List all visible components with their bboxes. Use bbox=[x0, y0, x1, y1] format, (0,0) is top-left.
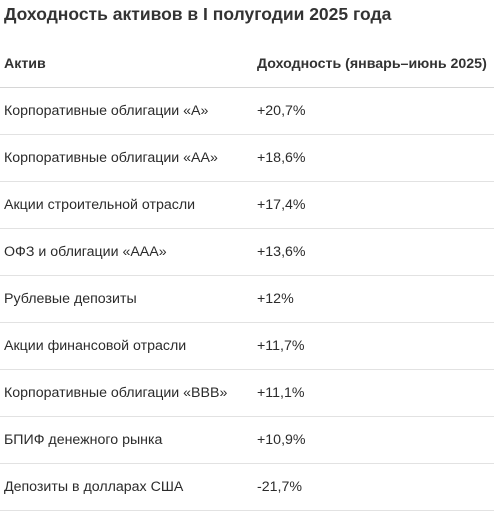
yield-cell: +10,9% bbox=[257, 432, 306, 448]
table-row: Акции финансовой отрасли +11,7% bbox=[0, 323, 494, 370]
table-row: Корпоративные облигации «АА» +18,6% bbox=[0, 135, 494, 182]
yield-table: Актив Доходность (январь–июнь 2025) Корп… bbox=[0, 41, 494, 511]
asset-cell: Корпоративные облигации «А» bbox=[4, 103, 209, 119]
yield-cell: +17,4% bbox=[257, 197, 306, 213]
page-title: Доходность активов в I полугодии 2025 го… bbox=[4, 4, 392, 24]
table-row: Рублевые депозиты +12% bbox=[0, 276, 494, 323]
asset-cell: Депозиты в долларах США bbox=[4, 479, 184, 495]
table-header-row: Актив Доходность (январь–июнь 2025) bbox=[0, 41, 494, 88]
asset-cell: ОФЗ и облигации «ААА» bbox=[4, 244, 167, 260]
yield-cell: -21,7% bbox=[257, 479, 302, 495]
table-row: Акции строительной отрасли +17,4% bbox=[0, 182, 494, 229]
table-row: Корпоративные облигации «BBB» +11,1% bbox=[0, 370, 494, 417]
asset-cell: Акции финансовой отрасли bbox=[4, 338, 187, 354]
asset-cell: Корпоративные облигации «АА» bbox=[4, 150, 218, 166]
table-row: Корпоративные облигации «А» +20,7% bbox=[0, 88, 494, 135]
yield-cell: +20,7% bbox=[257, 103, 306, 119]
column-header-yield: Доходность (январь–июнь 2025) bbox=[257, 56, 487, 72]
yield-cell: +13,6% bbox=[257, 244, 306, 260]
table-row: БПИФ денежного рынка +10,9% bbox=[0, 417, 494, 464]
asset-cell: Рублевые депозиты bbox=[4, 291, 137, 307]
table-row: ОФЗ и облигации «ААА» +13,6% bbox=[0, 229, 494, 276]
column-header-asset: Актив bbox=[4, 56, 46, 72]
yield-cell: +11,1% bbox=[257, 385, 305, 401]
yield-cell: +11,7% bbox=[257, 338, 305, 354]
asset-cell: Акции строительной отрасли bbox=[4, 197, 196, 213]
asset-cell: БПИФ денежного рынка bbox=[4, 432, 163, 448]
yield-cell: +12% bbox=[257, 291, 294, 307]
asset-cell: Корпоративные облигации «BBB» bbox=[4, 385, 228, 401]
yield-cell: +18,6% bbox=[257, 150, 306, 166]
